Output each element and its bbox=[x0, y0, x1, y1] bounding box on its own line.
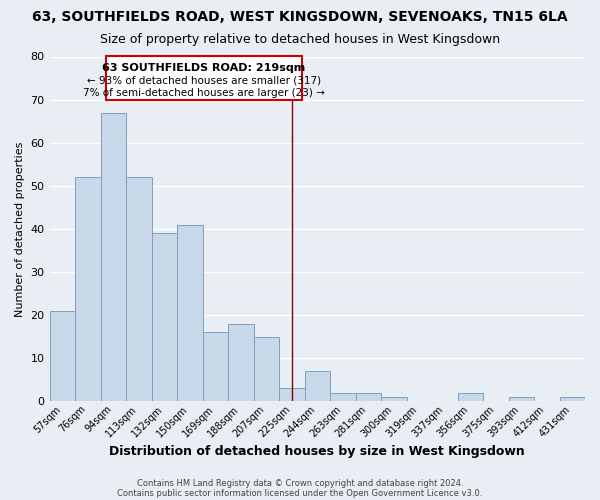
Text: ← 93% of detached houses are smaller (317): ← 93% of detached houses are smaller (31… bbox=[87, 76, 321, 86]
Bar bbox=[509, 397, 534, 401]
Bar bbox=[101, 112, 126, 401]
Text: 63 SOUTHFIELDS ROAD: 219sqm: 63 SOUTHFIELDS ROAD: 219sqm bbox=[102, 63, 305, 73]
Bar bbox=[75, 177, 101, 401]
X-axis label: Distribution of detached houses by size in West Kingsdown: Distribution of detached houses by size … bbox=[109, 444, 525, 458]
Bar bbox=[106, 56, 302, 100]
Bar bbox=[126, 177, 152, 401]
Bar bbox=[203, 332, 228, 401]
Text: Contains public sector information licensed under the Open Government Licence v3: Contains public sector information licen… bbox=[118, 488, 482, 498]
Bar bbox=[279, 388, 305, 401]
Text: 63, SOUTHFIELDS ROAD, WEST KINGSDOWN, SEVENOAKS, TN15 6LA: 63, SOUTHFIELDS ROAD, WEST KINGSDOWN, SE… bbox=[32, 10, 568, 24]
Bar bbox=[560, 397, 585, 401]
Bar bbox=[254, 336, 279, 401]
Text: 7% of semi-detached houses are larger (23) →: 7% of semi-detached houses are larger (2… bbox=[83, 88, 325, 98]
Bar bbox=[381, 397, 407, 401]
Bar bbox=[177, 224, 203, 401]
Bar bbox=[152, 233, 177, 401]
Text: Size of property relative to detached houses in West Kingsdown: Size of property relative to detached ho… bbox=[100, 32, 500, 46]
Bar bbox=[356, 392, 381, 401]
Bar bbox=[330, 392, 356, 401]
Y-axis label: Number of detached properties: Number of detached properties bbox=[15, 141, 25, 316]
Bar bbox=[458, 392, 483, 401]
Bar bbox=[305, 371, 330, 401]
Text: Contains HM Land Registry data © Crown copyright and database right 2024.: Contains HM Land Registry data © Crown c… bbox=[137, 478, 463, 488]
Bar bbox=[50, 310, 75, 401]
Bar bbox=[228, 324, 254, 401]
